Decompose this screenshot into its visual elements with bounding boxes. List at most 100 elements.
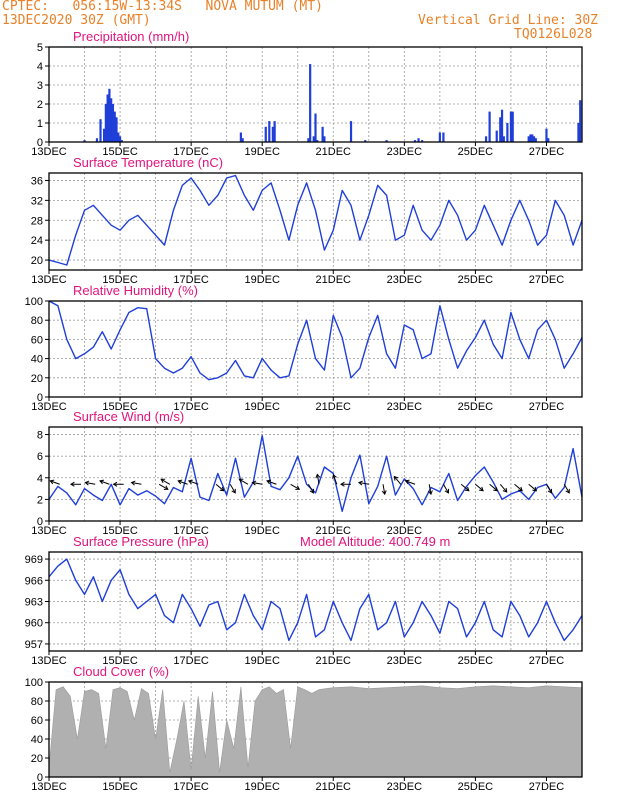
precip-bar (545, 128, 548, 142)
panel-title-cloud: Cloud Cover (%) (73, 664, 169, 679)
wind-arrow-head (532, 486, 538, 492)
wind-arrow-shaft (229, 484, 236, 494)
x-tick-label: 27DEC (529, 274, 565, 286)
precip-bar (506, 123, 509, 142)
x-tick-label: 23DEC (387, 655, 423, 667)
precip-bar (529, 134, 532, 142)
panel-wind: Surface Wind (m/s) 0 2 4 6 8 13DEC 15DEC 17DEC 19… (31, 409, 583, 537)
wind-arrow (229, 484, 236, 494)
wind-arrow-head (130, 480, 136, 486)
panel-cloud: Cloud Cover (%) 0 20 40 60 80 100 13DEC 15DEC 17D… (25, 664, 583, 793)
wind-arrow-head (70, 481, 75, 487)
precip-bar (83, 140, 86, 142)
wind-arrow (427, 484, 433, 496)
precip-bar (271, 126, 274, 142)
precip-bar (438, 132, 441, 142)
y-tick-label: 20 (31, 255, 43, 267)
x-tick-label: 15DEC (102, 274, 138, 286)
precip-bar (111, 104, 115, 142)
x-tick-label: 15DEC (102, 401, 138, 413)
x-tick-label: 23DEC (387, 146, 423, 158)
wind-arrow-shaft (160, 478, 171, 485)
x-tick-label: 27DEC (529, 655, 565, 667)
x-tick-label: 13DEC (31, 655, 67, 667)
wind-arrow (307, 484, 314, 494)
precip-bar (95, 138, 99, 142)
wind-arrow-shaft (239, 478, 249, 485)
wind-arrow-head (219, 486, 225, 492)
precip-bar (312, 136, 315, 142)
panel-title-pres: Surface Pressure (hPa) (73, 534, 209, 549)
panel-precip: Precipitation (mm/h) 0 1 2 3 4 5 13DEC 15DEC 17DE… (31, 29, 583, 158)
panel-frame (48, 426, 583, 522)
wind-arrow-head (464, 486, 470, 492)
precip-bar (579, 100, 582, 142)
x-tick-label: 27DEC (529, 525, 565, 537)
precip-bar (307, 138, 310, 142)
y-tick-label: 32 (31, 195, 43, 207)
y-tick-label: 0 (37, 516, 43, 528)
x-tick-label: 13DEC (31, 274, 67, 286)
wind-arrow-head (84, 480, 90, 486)
panel-pres: Surface Pressure (hPa) Model Altitude: 40… (25, 534, 583, 667)
x-tick-label: 23DEC (387, 525, 423, 537)
wind-arrow-head (49, 479, 55, 485)
precip-bar (421, 140, 424, 142)
wind-arrow-shaft (563, 484, 570, 494)
cloud-cover-area (48, 685, 583, 778)
x-tick-label: 15DEC (102, 655, 138, 667)
wind-arrow-shaft (99, 480, 110, 485)
wind-arrow (528, 483, 538, 492)
x-tick-label: 21DEC (316, 655, 352, 667)
y-tick-label: 60 (31, 334, 43, 346)
x-tick-label: 23DEC (387, 401, 423, 413)
x-tick-label: 17DEC (173, 525, 209, 537)
y-tick-label: 24 (31, 235, 43, 247)
wind-arrow-head (231, 488, 236, 494)
precip-bar (534, 138, 537, 142)
x-tick-label: 17DEC (173, 146, 209, 158)
precip-bar (118, 136, 122, 142)
y-tick-label: 960 (25, 618, 43, 630)
wind-arrow (160, 478, 171, 485)
wind-arrow-shaft (178, 480, 188, 485)
wind-arrow (381, 484, 387, 496)
y-tick-label: 5 (37, 42, 43, 54)
x-tick-label: 19DEC (244, 525, 280, 537)
wind-arrow (514, 483, 523, 492)
x-tick-label: 23DEC (387, 274, 423, 286)
wind-arrow (251, 480, 263, 486)
wind-arrow-head (251, 480, 257, 486)
panel-frame (48, 300, 583, 398)
wind-arrow-shaft (131, 482, 142, 485)
wind-arrow-head (427, 490, 433, 496)
wind-arrow-shaft (546, 484, 552, 494)
precip-bar (484, 136, 488, 142)
wind-arrow-shaft (499, 483, 508, 493)
precip-bar (104, 104, 107, 142)
temp-line (48, 174, 583, 266)
y-tick-label: 4 (37, 473, 43, 485)
precip-bar (108, 88, 111, 142)
wind-arrow-head (160, 478, 166, 484)
precip-bar (316, 140, 319, 142)
rh-line (48, 300, 583, 381)
precip-bar (509, 111, 513, 142)
wind-arrow-head (266, 479, 272, 485)
wind-arrow-head (238, 478, 244, 484)
wind-arrow (340, 481, 352, 487)
y-tick-label: 966 (25, 575, 43, 587)
header-datetime: 13DEC2020 30Z (GMT) (2, 13, 151, 28)
wind-arrow (315, 473, 321, 485)
wind-arrow (215, 483, 225, 492)
precip-bar (499, 117, 502, 142)
x-tick-label: 21DEC (316, 781, 352, 793)
wind-arrow-shaft (428, 484, 432, 495)
wind-arrow (187, 479, 199, 485)
wind-arrow-head (187, 479, 193, 485)
wind-arrow-head (479, 486, 484, 492)
x-tick-label: 25DEC (458, 781, 494, 793)
y-tick-label: 36 (31, 175, 43, 187)
wind-arrow-shaft (252, 482, 263, 485)
precip-bar (120, 140, 123, 142)
